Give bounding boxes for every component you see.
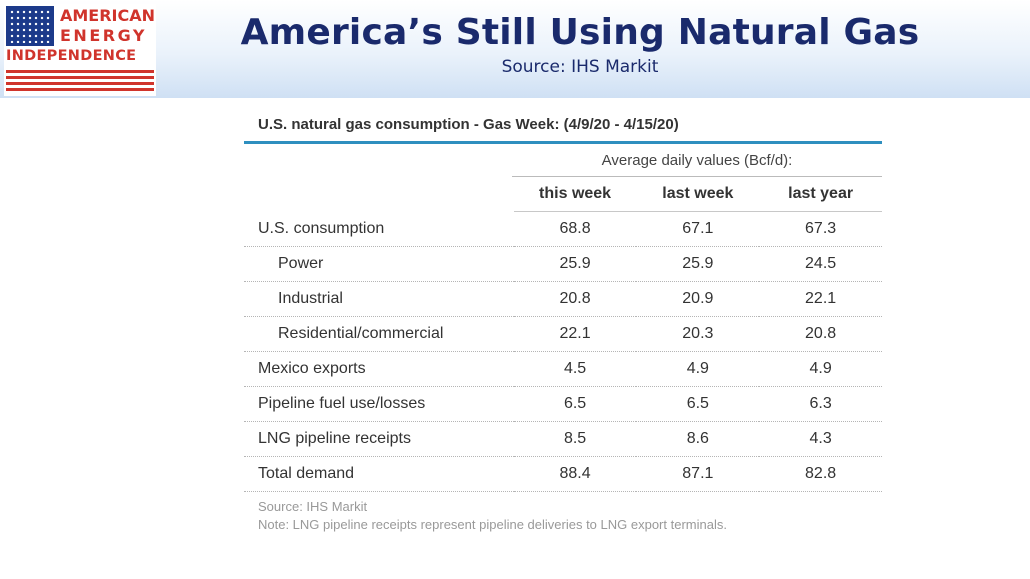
logo-line-3: INDEPENDENCE — [6, 48, 137, 64]
cell-value: 8.6 — [636, 421, 760, 457]
group-header-divider — [512, 176, 882, 177]
consumption-table: this week last week last year U.S. consu… — [244, 177, 882, 492]
cell-value: 6.3 — [759, 386, 882, 422]
cell-value: 88.4 — [513, 456, 637, 492]
cell-value: 20.3 — [636, 316, 760, 352]
cell-value: 68.8 — [513, 211, 637, 247]
table-row: Residential/commercial 22.1 20.3 20.8 — [244, 316, 882, 352]
us-flag-icon — [6, 6, 54, 46]
slide-header: AMERICAN ENERGY INDEPENDENCE America’s S… — [0, 0, 1030, 98]
row-label: LNG pipeline receipts — [244, 421, 514, 457]
column-header: this week — [513, 177, 637, 212]
table-row: Power 25.9 25.9 24.5 — [244, 246, 882, 282]
row-label: Residential/commercial — [244, 316, 514, 352]
page-subtitle: Source: IHS Markit — [501, 57, 659, 77]
column-header: last year — [759, 177, 882, 212]
table-row: Industrial 20.8 20.9 22.1 — [244, 281, 882, 317]
table-row: U.S. consumption 68.8 67.1 67.3 — [244, 211, 882, 247]
table-note: Note: LNG pipeline receipts represent pi… — [258, 517, 727, 532]
cell-value: 6.5 — [513, 386, 637, 422]
row-label: Mexico exports — [244, 351, 514, 387]
table-row: Mexico exports 4.5 4.9 4.9 — [244, 351, 882, 387]
cell-value: 24.5 — [759, 246, 882, 282]
row-label: Total demand — [244, 456, 514, 492]
gas-consumption-table-panel: U.S. natural gas consumption - Gas Week:… — [244, 104, 884, 544]
table-row: Total demand 88.4 87.1 82.8 — [244, 456, 882, 492]
cell-value: 8.5 — [513, 421, 637, 457]
table-title: U.S. natural gas consumption - Gas Week:… — [258, 116, 679, 133]
cell-value: 6.5 — [636, 386, 760, 422]
cell-value: 22.1 — [759, 281, 882, 317]
cell-value: 87.1 — [636, 456, 760, 492]
cell-value: 4.5 — [513, 351, 637, 387]
title-divider — [244, 141, 882, 144]
cell-value: 4.3 — [759, 421, 882, 457]
table-row: Pipeline fuel use/losses 6.5 6.5 6.3 — [244, 386, 882, 422]
logo: AMERICAN ENERGY INDEPENDENCE — [4, 4, 156, 96]
cell-value: 25.9 — [636, 246, 760, 282]
flag-stripes-icon — [6, 70, 154, 92]
header-blank-cell — [244, 177, 514, 212]
logo-line-2: ENERGY — [60, 26, 147, 45]
logo-line-1: AMERICAN — [60, 6, 156, 25]
row-label: U.S. consumption — [244, 211, 514, 247]
cell-value: 4.9 — [759, 351, 882, 387]
cell-value: 25.9 — [513, 246, 637, 282]
cell-value: 82.8 — [759, 456, 882, 492]
column-header: last week — [636, 177, 760, 212]
row-label: Pipeline fuel use/losses — [244, 386, 514, 422]
row-label: Power — [244, 246, 514, 282]
page-title: America’s Still Using Natural Gas — [240, 12, 920, 53]
cell-value: 22.1 — [513, 316, 637, 352]
cell-value: 20.8 — [759, 316, 882, 352]
table-header-row: this week last week last year — [244, 177, 882, 212]
cell-value: 20.8 — [513, 281, 637, 317]
cell-value: 20.9 — [636, 281, 760, 317]
cell-value: 67.3 — [759, 211, 882, 247]
cell-value: 67.1 — [636, 211, 760, 247]
source-note: Source: IHS Markit — [258, 499, 368, 514]
group-header: Average daily values (Bcf/d): — [601, 152, 793, 169]
table-row: LNG pipeline receipts 8.5 8.6 4.3 — [244, 421, 882, 457]
cell-value: 4.9 — [636, 351, 760, 387]
row-label: Industrial — [244, 281, 514, 317]
